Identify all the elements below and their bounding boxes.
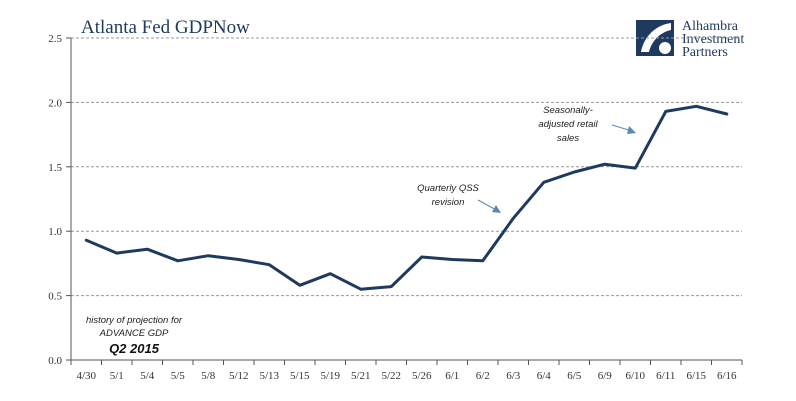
x-tick-label: 6/3 [506, 370, 521, 382]
y-tick-label: 2.0 [48, 97, 62, 109]
x-tick-label: 5/12 [229, 370, 249, 382]
logo-line-2: Investment [682, 32, 744, 47]
x-tick-label: 6/4 [537, 370, 552, 382]
data-point [176, 259, 179, 263]
data-point [268, 263, 271, 266]
x-tick-label: 6/11 [656, 370, 675, 382]
data-point [634, 166, 637, 170]
annotation-qss-line-2: revision [432, 197, 465, 208]
y-tick-label: 1.0 [48, 226, 62, 238]
annotation-retail-line-1: Seasonally- [543, 105, 593, 116]
data-point [664, 110, 667, 113]
x-tick-label: 6/15 [686, 370, 706, 382]
x-tick-label: 5/8 [201, 370, 216, 382]
chart-title: Atlanta Fed GDPNow [81, 17, 250, 38]
x-tick-label: 6/9 [598, 370, 613, 382]
annotation-retail-line-2: adjusted retail [538, 119, 598, 130]
annotation-qss: Quarterly QSS revision [417, 183, 501, 213]
logo-line-1: Alhambra [682, 19, 739, 34]
x-tick-label: 5/26 [412, 370, 432, 382]
x-tick-label: 5/4 [140, 370, 155, 382]
x-tick-label: 5/13 [259, 370, 279, 382]
data-point [85, 239, 88, 242]
data-point [725, 112, 728, 116]
data-point [420, 255, 423, 259]
annotation-qss-line-1: Quarterly QSS [417, 183, 479, 194]
data-point [573, 170, 576, 174]
data-point [603, 163, 606, 166]
annotation-qss-arrowhead [492, 205, 501, 213]
x-tick-label: 6/5 [567, 370, 582, 382]
y-tick-label: 0.0 [48, 355, 62, 367]
annotation-quarter: Q2 2015 [109, 341, 160, 356]
data-point [512, 217, 515, 220]
data-point [451, 258, 454, 261]
x-tick-label: 5/1 [110, 370, 124, 382]
x-tick-label: 4/30 [76, 370, 96, 382]
logo-dot [659, 42, 671, 54]
data-point [298, 284, 301, 287]
x-tick-label: 6/16 [717, 370, 737, 382]
annotation-projection-line-2: ADVANCE GDP [99, 328, 169, 339]
gridlines [71, 37, 742, 297]
data-point [146, 248, 149, 251]
x-tick-label: 5/15 [290, 370, 310, 382]
data-point [237, 258, 240, 261]
annotation-retail-line-3: sales [557, 133, 579, 144]
series-line [84, 104, 729, 291]
x-tick-label: 6/2 [476, 370, 490, 382]
alhambra-logo: Alhambra Investment Partners [636, 19, 744, 60]
y-tick-label: 1.5 [48, 162, 62, 174]
annotation-retail: Seasonally- adjusted retail sales [538, 105, 636, 144]
data-point [207, 254, 210, 257]
annotation-retail-arrowhead [627, 126, 636, 134]
x-tick-label: 6/1 [445, 370, 459, 382]
annotation-projection: history of projection for ADVANCE GDP Q2… [86, 315, 183, 356]
annotation-projection-line-1: history of projection for [86, 315, 183, 326]
data-point [390, 285, 393, 288]
y-axis-ticks: 0.0 0.5 1.0 1.5 2.0 2.5 [48, 33, 72, 367]
y-tick-label: 2.5 [48, 33, 62, 45]
x-tick-label: 5/5 [171, 370, 186, 382]
logo-line-3: Partners [682, 45, 728, 60]
data-point [695, 105, 698, 108]
data-point [481, 259, 484, 263]
data-point [359, 287, 362, 291]
y-tick-label: 0.5 [48, 291, 62, 303]
x-tick-label: 5/19 [320, 370, 340, 382]
x-axis-ticks: 4/30 5/1 5/4 5/5 5/8 5/12 5/13 5/15 5/19 5/21 5/22… [70, 359, 743, 382]
x-tick-label: 6/10 [625, 370, 645, 382]
x-tick-label: 5/21 [351, 370, 371, 382]
data-point [115, 251, 118, 255]
x-tick-label: 5/22 [381, 370, 401, 382]
data-point [329, 272, 332, 275]
series-layer [84, 104, 729, 291]
data-point [542, 181, 545, 184]
